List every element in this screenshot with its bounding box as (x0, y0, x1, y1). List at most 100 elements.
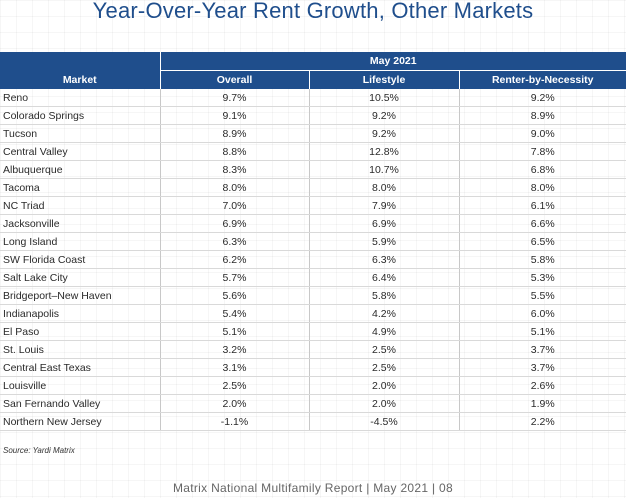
cell-overall: 5.4% (159, 304, 309, 323)
cell-market: Indianapolis (0, 304, 160, 323)
cell-overall: 7.0% (159, 196, 309, 215)
cell-lifestyle: 5.9% (308, 232, 459, 251)
cell-overall: 9.1% (159, 106, 309, 125)
table-row: Northern New Jersey -1.1% -4.5% 2.2% (0, 412, 626, 431)
cell-market: San Fernando Valley (0, 394, 160, 413)
table-body: Reno 9.7% 10.5% 9.2% Colorado Springs 9.1% 9.2… (0, 89, 626, 431)
cell-renter-by-necessity: 3.7% (458, 358, 626, 377)
cell-lifestyle: -4.5% (308, 412, 459, 431)
cell-overall: 8.9% (159, 124, 309, 143)
cell-lifestyle: 9.2% (308, 124, 459, 143)
table-row: Colorado Springs 9.1% 9.2% 8.9% (0, 106, 626, 125)
cell-lifestyle: 12.8% (308, 142, 459, 161)
cell-lifestyle: 10.7% (308, 160, 459, 179)
rent-growth-table: May 2021 Market Overall Lifestyle Renter… (0, 52, 626, 431)
cell-market: Albuquerque (0, 160, 160, 179)
cell-lifestyle: 7.9% (308, 196, 459, 215)
cell-lifestyle: 2.5% (308, 340, 459, 359)
cell-overall: 6.2% (159, 250, 309, 269)
cell-renter-by-necessity: 6.5% (458, 232, 626, 251)
table-row: Reno 9.7% 10.5% 9.2% (0, 89, 626, 107)
table-row: El Paso 5.1% 4.9% 5.1% (0, 322, 626, 341)
cell-renter-by-necessity: 7.8% (458, 142, 626, 161)
table-row: NC Triad 7.0% 7.9% 6.1% (0, 196, 626, 215)
cell-renter-by-necessity: 8.9% (458, 106, 626, 125)
page-title: Year-Over-Year Rent Growth, Other Market… (92, 0, 534, 23)
cell-renter-by-necessity: 9.0% (458, 124, 626, 143)
cell-renter-by-necessity: 1.9% (458, 394, 626, 413)
page-footer: Matrix National Multifamily Report | May… (172, 481, 453, 495)
cell-overall: 2.0% (159, 394, 309, 413)
cell-market: Bridgeport–New Haven (0, 286, 160, 305)
cell-market: Louisville (0, 376, 160, 395)
cell-renter-by-necessity: 9.2% (458, 89, 626, 107)
cell-market: Salt Lake City (0, 268, 160, 287)
cell-market: Reno (0, 89, 160, 107)
column-header-overall: Overall (159, 70, 309, 89)
table-row: Tucson 8.9% 9.2% 9.0% (0, 124, 626, 143)
cell-market: Colorado Springs (0, 106, 160, 125)
cell-overall: 3.2% (159, 340, 309, 359)
cell-renter-by-necessity: 6.0% (458, 304, 626, 323)
rent-growth-table-container: May 2021 Market Overall Lifestyle Renter… (0, 52, 626, 431)
group-header-date: May 2021 (159, 52, 626, 71)
cell-lifestyle: 6.9% (308, 214, 459, 233)
cell-overall: 8.8% (159, 142, 309, 161)
cell-lifestyle: 2.0% (308, 394, 459, 413)
cell-renter-by-necessity: 5.3% (458, 268, 626, 287)
cell-lifestyle: 8.0% (308, 178, 459, 197)
table-row: SW Florida Coast 6.2% 6.3% 5.8% (0, 250, 626, 269)
cell-overall: 5.6% (159, 286, 309, 305)
cell-lifestyle: 4.9% (308, 322, 459, 341)
cell-market: El Paso (0, 322, 160, 341)
cell-renter-by-necessity: 6.6% (458, 214, 626, 233)
cell-lifestyle: 9.2% (308, 106, 459, 125)
table-row: Indianapolis 5.4% 4.2% 6.0% (0, 304, 626, 323)
cell-overall: 3.1% (159, 358, 309, 377)
column-header-renter-by-necessity: Renter-by-Necessity (458, 70, 626, 89)
cell-overall: 8.0% (159, 178, 309, 197)
cell-overall: 6.3% (159, 232, 309, 251)
cell-market: Long Island (0, 232, 160, 251)
cell-renter-by-necessity: 2.6% (458, 376, 626, 395)
table-row: Salt Lake City 5.7% 6.4% 5.3% (0, 268, 626, 287)
cell-lifestyle: 2.5% (308, 358, 459, 377)
cell-overall: 8.3% (159, 160, 309, 179)
table-row: Bridgeport–New Haven 5.6% 5.8% 5.5% (0, 286, 626, 305)
table-row: Long Island 6.3% 5.9% 6.5% (0, 232, 626, 251)
cell-lifestyle: 6.4% (308, 268, 459, 287)
table-row: Jacksonville 6.9% 6.9% 6.6% (0, 214, 626, 233)
table-row: St. Louis 3.2% 2.5% 3.7% (0, 340, 626, 359)
cell-overall: 5.1% (159, 322, 309, 341)
cell-market: Northern New Jersey (0, 412, 160, 431)
header-blank (0, 52, 160, 71)
source-note: Source: Yardi Matrix (3, 446, 75, 455)
cell-market: Jacksonville (0, 214, 160, 233)
cell-market: Central Valley (0, 142, 160, 161)
cell-renter-by-necessity: 2.2% (458, 412, 626, 431)
cell-overall: 9.7% (159, 89, 309, 107)
cell-renter-by-necessity: 8.0% (458, 178, 626, 197)
cell-lifestyle: 6.3% (308, 250, 459, 269)
cell-market: NC Triad (0, 196, 160, 215)
cell-market: Tacoma (0, 178, 160, 197)
column-header-market: Market (0, 70, 160, 89)
cell-lifestyle: 5.8% (308, 286, 459, 305)
table-row: San Fernando Valley 2.0% 2.0% 1.9% (0, 394, 626, 413)
cell-market: Central East Texas (0, 358, 160, 377)
cell-renter-by-necessity: 6.1% (458, 196, 626, 215)
column-header-lifestyle: Lifestyle (308, 70, 459, 89)
cell-market: St. Louis (0, 340, 160, 359)
table-row: Tacoma 8.0% 8.0% 8.0% (0, 178, 626, 197)
table-row: Albuquerque 8.3% 10.7% 6.8% (0, 160, 626, 179)
cell-lifestyle: 4.2% (308, 304, 459, 323)
cell-overall: 2.5% (159, 376, 309, 395)
cell-renter-by-necessity: 5.8% (458, 250, 626, 269)
cell-market: Tucson (0, 124, 160, 143)
cell-overall: -1.1% (159, 412, 309, 431)
cell-renter-by-necessity: 3.7% (458, 340, 626, 359)
cell-lifestyle: 10.5% (308, 89, 459, 107)
table-row: Central East Texas 3.1% 2.5% 3.7% (0, 358, 626, 377)
cell-renter-by-necessity: 5.5% (458, 286, 626, 305)
cell-overall: 6.9% (159, 214, 309, 233)
